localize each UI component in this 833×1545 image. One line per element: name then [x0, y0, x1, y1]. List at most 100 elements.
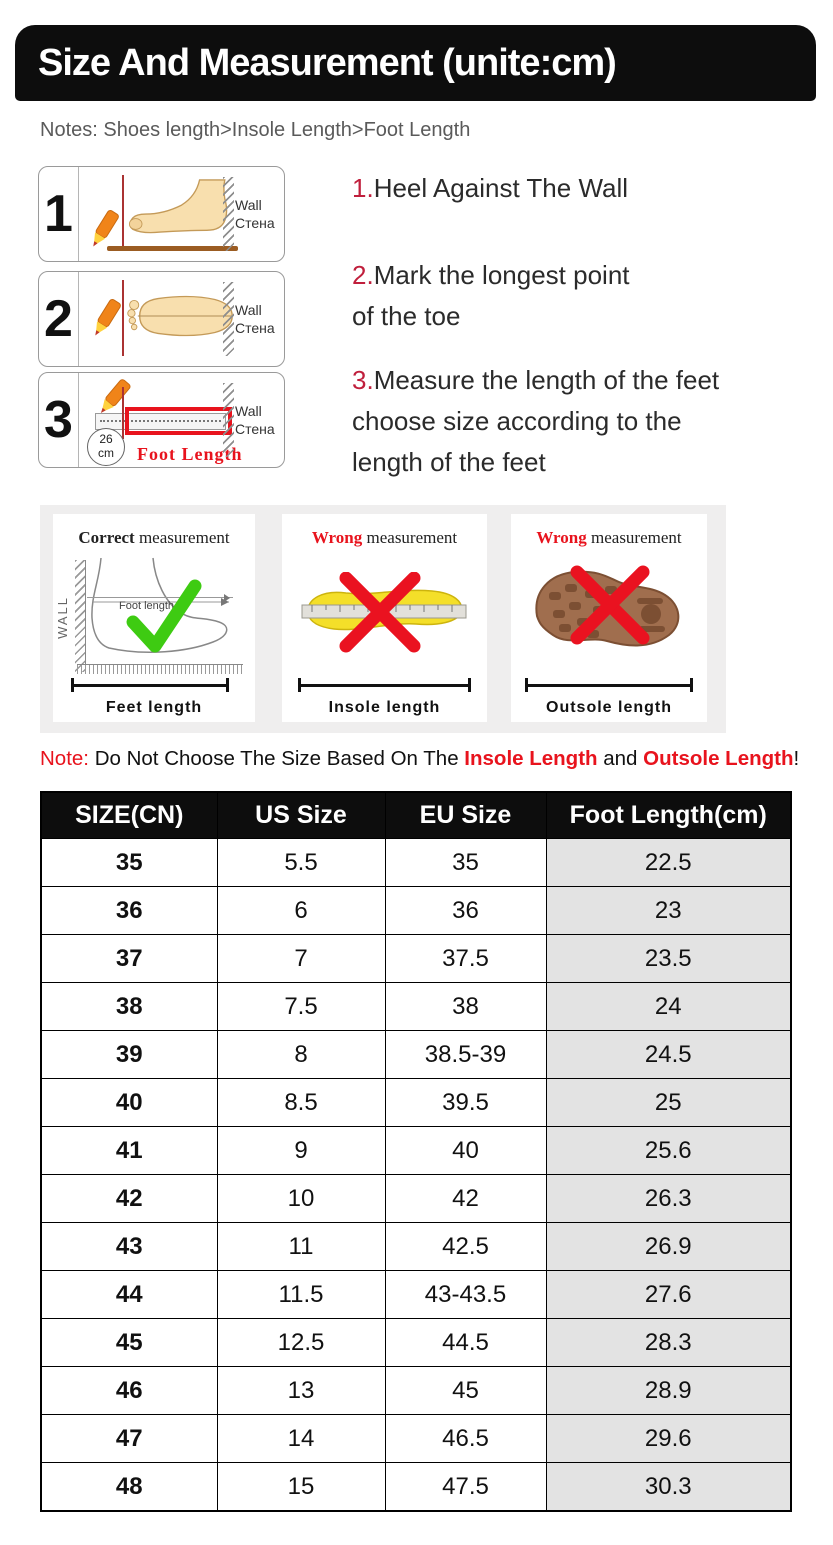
foot-top-illustration — [127, 295, 233, 337]
size-cell: 36 — [40, 886, 218, 935]
table-row: 35 5.5 35 22.5 — [40, 838, 792, 887]
table-row: 41 9 40 25.6 — [40, 1126, 792, 1175]
size-cell: 45 — [40, 1318, 218, 1367]
size-cell: 7.5 — [216, 982, 386, 1031]
size-cell: 9 — [216, 1126, 386, 1175]
size-cell: 47.5 — [384, 1462, 547, 1512]
column-header-size-cn: SIZE(CN) — [40, 791, 218, 839]
table-row: 40 8.5 39.5 25 — [40, 1078, 792, 1127]
panel-title: Wrong measurement — [536, 528, 682, 547]
size-cell: 8 — [216, 1030, 386, 1079]
table-row: 46 13 45 28.9 — [40, 1366, 792, 1415]
size-cell: 42.5 — [384, 1222, 547, 1271]
cm-circle: 26 cm — [87, 428, 125, 466]
foot-length-inner-label: Foot length — [119, 600, 175, 612]
step-box-1: 1 Wall Стена — [38, 166, 285, 262]
length-bracket — [71, 678, 229, 692]
size-cell: 30.3 — [545, 1462, 792, 1512]
ruler-baseline — [77, 664, 243, 674]
size-cell: 23.5 — [545, 934, 792, 983]
table-row: 38 7.5 38 24 — [40, 982, 792, 1031]
foot-length-arrow — [87, 594, 233, 602]
instruction-1: 1.Heel Against The Wall — [352, 173, 629, 203]
insole-illustration — [301, 572, 467, 653]
size-cell: 40 — [40, 1078, 218, 1127]
size-cell: 44.5 — [384, 1318, 547, 1367]
table-row: 36 6 36 23 — [40, 886, 792, 935]
panel-label: Outsole length — [546, 699, 672, 716]
size-table: SIZE(CN) US Size EU Size Foot Length(cm)… — [40, 791, 792, 1512]
wall-label: Wall Стена — [235, 196, 275, 231]
size-cell: 10 — [216, 1174, 386, 1223]
size-cell: 44 — [40, 1270, 218, 1319]
size-cell: 24.5 — [545, 1030, 792, 1079]
size-cell: 11 — [216, 1222, 386, 1271]
column-header-foot-length: Foot Length(cm) — [545, 791, 792, 839]
size-cell: 15 — [216, 1462, 386, 1512]
panel-wrong-insole: Wrong measurement Insole length — [282, 514, 487, 722]
size-cell: 27.6 — [545, 1270, 792, 1319]
size-cell: 47 — [40, 1414, 218, 1463]
size-cell: 8.5 — [216, 1078, 386, 1127]
size-cell: 25.6 — [545, 1126, 792, 1175]
size-cell: 43-43.5 — [384, 1270, 547, 1319]
table-header-row: SIZE(CN) US Size EU Size Foot Length(cm) — [40, 791, 792, 839]
check-icon — [126, 579, 202, 653]
size-cell: 38.5-39 — [384, 1030, 547, 1079]
mark-line — [122, 387, 124, 439]
size-cell: 45 — [384, 1366, 547, 1415]
instruction-3: 3.Measure the length of the feet choose … — [352, 365, 720, 477]
size-cell: 38 — [384, 982, 547, 1031]
wall-vertical-label: WALL — [55, 596, 70, 639]
step-number: 1 — [39, 167, 79, 261]
size-cell: 28.3 — [545, 1318, 792, 1367]
size-cell: 5.5 — [216, 838, 386, 887]
size-cell: 38 — [40, 982, 218, 1031]
pencil-icon — [93, 210, 119, 247]
foot-side-illustration — [128, 179, 228, 234]
size-cell: 35 — [40, 838, 218, 887]
wall-hatch — [223, 383, 234, 457]
size-cell: 29.6 — [545, 1414, 792, 1463]
wall-label: Wall Стена — [235, 402, 275, 437]
size-cell: 11.5 — [216, 1270, 386, 1319]
table-row: 42 10 42 26.3 — [40, 1174, 792, 1223]
wall-hatch — [75, 560, 86, 672]
size-cell: 14 — [216, 1414, 386, 1463]
table-row: 47 14 46.5 29.6 — [40, 1414, 792, 1463]
note-line: Note: Do Not Choose The Size Based On Th… — [40, 747, 800, 770]
length-bracket — [525, 678, 693, 692]
size-cell: 36 — [384, 886, 547, 935]
step-number: 3 — [39, 373, 79, 467]
notes-line: Notes: Shoes length>Insole Length>Foot L… — [40, 119, 471, 141]
page-title: Size And Measurement (unite:cm) — [38, 42, 617, 84]
panel-title: Wrong measurement — [311, 528, 458, 547]
pencil-icon — [100, 379, 131, 413]
size-cell: 26.9 — [545, 1222, 792, 1271]
instruction-2: 2.Mark the longest point of the toe — [352, 260, 630, 331]
step-number: 2 — [39, 272, 79, 366]
foot-length-highlight-box — [125, 407, 232, 435]
step-3-canvas: 26 cm Foot Length Wall Стена — [79, 373, 284, 467]
size-cell: 13 — [216, 1366, 386, 1415]
table-row: 39 8 38.5-39 24.5 — [40, 1030, 792, 1079]
step-1-canvas: Wall Стена — [79, 167, 284, 261]
panel-correct-measurement: Correct measurement WALL Foot length Fee… — [53, 514, 255, 722]
panel-label: Feet length — [105, 699, 203, 716]
x-icon — [339, 572, 421, 653]
size-cell: 26.3 — [545, 1174, 792, 1223]
title-banner: Size And Measurement (unite:cm) — [15, 25, 816, 101]
size-cell: 12.5 — [216, 1318, 386, 1367]
size-cell: 42 — [384, 1174, 547, 1223]
size-cell: 39.5 — [384, 1078, 547, 1127]
foot-length-label: Foot Length — [137, 444, 243, 464]
size-cell: 46.5 — [384, 1414, 547, 1463]
wall-label: Wall Стена — [235, 301, 275, 336]
step-box-2: 2 Wall Стена — [38, 271, 285, 367]
wall-hatch — [223, 282, 234, 356]
table-row: 43 11 42.5 26.9 — [40, 1222, 792, 1271]
size-cell: 40 — [384, 1126, 547, 1175]
column-header-eu-size: EU Size — [384, 791, 547, 839]
size-cell: 22.5 — [545, 838, 792, 887]
table-row: 37 7 37.5 23.5 — [40, 934, 792, 983]
